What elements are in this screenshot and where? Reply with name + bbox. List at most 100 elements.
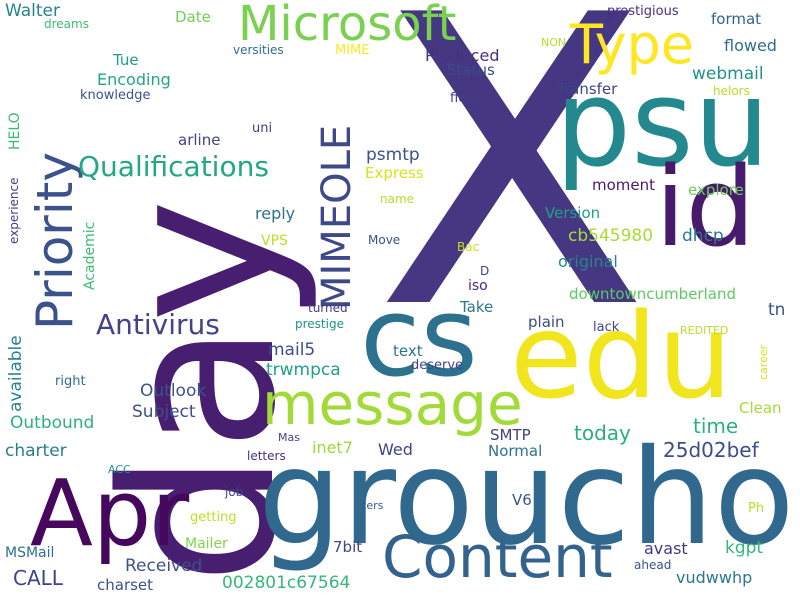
cloud-word: dreams: [44, 17, 89, 31]
cloud-word: dhcp: [682, 226, 724, 246]
cloud-word: Wed: [378, 440, 413, 459]
cloud-word: right: [55, 374, 86, 389]
cloud-word: plain: [528, 313, 565, 331]
cloud-word: cs: [360, 273, 478, 401]
cloud-word: psmtp: [366, 145, 420, 165]
cloud-word: letters: [247, 449, 286, 463]
cloud-word: Version: [545, 204, 601, 222]
cloud-word: kgpt: [725, 538, 764, 558]
cloud-word: deserve: [411, 358, 464, 373]
cloud-word: SMTP: [490, 426, 531, 444]
cloud-word: reply: [255, 204, 296, 223]
cloud-word: Transfer: [557, 80, 618, 98]
cloud-word: inet7: [312, 438, 353, 457]
cloud-word: 7bit: [333, 538, 363, 556]
cloud-word: Type: [570, 13, 695, 76]
cloud-word: cb545980: [568, 226, 654, 246]
cloud-word: turned: [308, 301, 348, 315]
cloud-word: lack: [593, 320, 620, 335]
cloud-word: REDITED: [680, 324, 729, 337]
cloud-word: Take: [460, 298, 494, 316]
cloud-word: Microsoft: [238, 0, 457, 52]
cloud-word: Move: [368, 233, 401, 247]
cloud-word: Date: [175, 8, 211, 26]
cloud-word: ters: [362, 499, 384, 512]
cloud-word: name: [380, 192, 415, 206]
cloud-word: versities: [233, 43, 284, 57]
cloud-word: avast: [644, 539, 688, 558]
cloud-word: ACC: [108, 463, 131, 476]
cloud-word: charter: [5, 441, 67, 461]
cloud-word: field: [450, 91, 479, 106]
cloud-word: Clean: [739, 399, 782, 417]
cloud-word: edu: [510, 287, 733, 425]
cloud-word: experience: [7, 177, 21, 244]
cloud-word: Encoding: [97, 70, 171, 89]
cloud-word: VPS: [261, 233, 288, 249]
cloud-word: iso: [468, 278, 488, 294]
cloud-word: Mailer: [185, 536, 228, 552]
cloud-word: tn: [768, 300, 786, 320]
cloud-word: Received: [125, 556, 203, 576]
cloud-word: prestigious: [607, 4, 679, 19]
cloud-word: 25d02bef: [663, 438, 759, 462]
cloud-word: format: [711, 10, 762, 28]
cloud-word: uni: [252, 121, 273, 136]
cloud-word: text: [393, 342, 423, 360]
cloud-word: flowed: [724, 36, 777, 55]
cloud-word: Subject: [132, 402, 196, 422]
cloud-word: Outbound: [10, 413, 95, 433]
cloud-word: trwmpca: [266, 360, 341, 380]
cloud-word: available: [6, 335, 26, 412]
cloud-word: downtowncumberland: [569, 285, 736, 303]
cloud-word: Priority: [26, 152, 84, 330]
cloud-word: charset: [97, 576, 154, 594]
cloud-word: NON: [541, 36, 567, 49]
cloud-word: time: [693, 414, 739, 438]
cloud-word: Bac: [457, 240, 480, 254]
cloud-word: getting: [190, 510, 237, 525]
cloud-word: career: [757, 344, 770, 380]
cloud-word: webmail: [692, 64, 764, 84]
cloud-word: id: [655, 143, 756, 271]
cloud-word: MIMEOLE: [314, 124, 360, 310]
cloud-word: knowledge: [80, 88, 151, 103]
cloud-word: Academic: [82, 221, 98, 290]
cloud-word: job: [225, 485, 244, 499]
cloud-word: vudwwhp: [676, 568, 753, 587]
cloud-word: Normal: [488, 442, 543, 460]
cloud-word: arline: [178, 131, 221, 149]
cloud-word: prestige: [295, 317, 344, 331]
cloud-word: D: [480, 264, 490, 278]
cloud-word: MSMail: [5, 545, 55, 561]
cloud-word: Status: [447, 61, 495, 79]
cloud-word: helors: [713, 84, 750, 98]
cloud-word: Ph: [748, 501, 765, 516]
cloud-word: Antivirus: [96, 308, 220, 341]
cloud-word: message: [262, 370, 523, 438]
cloud-word: Express: [365, 164, 424, 182]
cloud-word: ahead: [634, 558, 672, 572]
cloud-word: Produced: [425, 46, 500, 65]
cloud-word: MIME: [335, 43, 370, 58]
cloud-word: original: [558, 252, 618, 271]
cloud-word: HELO: [7, 112, 23, 150]
cloud-word: Outlook: [140, 381, 207, 401]
cloud-word: today: [574, 421, 631, 445]
cloud-word: 002801c67564: [222, 573, 351, 593]
cloud-word: Mas: [278, 431, 300, 444]
cloud-word: psu: [555, 55, 770, 194]
cloud-word: Apr: [30, 460, 190, 567]
cloud-word: mail5: [268, 340, 316, 360]
cloud-word: Tue: [113, 51, 139, 69]
cloud-word: explore: [688, 181, 744, 199]
cloud-word: Content: [382, 523, 613, 591]
cloud-word: groucho: [258, 421, 795, 575]
cloud-word: Walter: [5, 1, 60, 21]
cloud-word: moment: [592, 176, 656, 194]
cloud-word: Qualifications: [78, 150, 269, 183]
cloud-word: V6: [512, 491, 532, 509]
cloud-word: X: [375, 0, 650, 397]
cloud-word: CALL: [13, 566, 63, 590]
